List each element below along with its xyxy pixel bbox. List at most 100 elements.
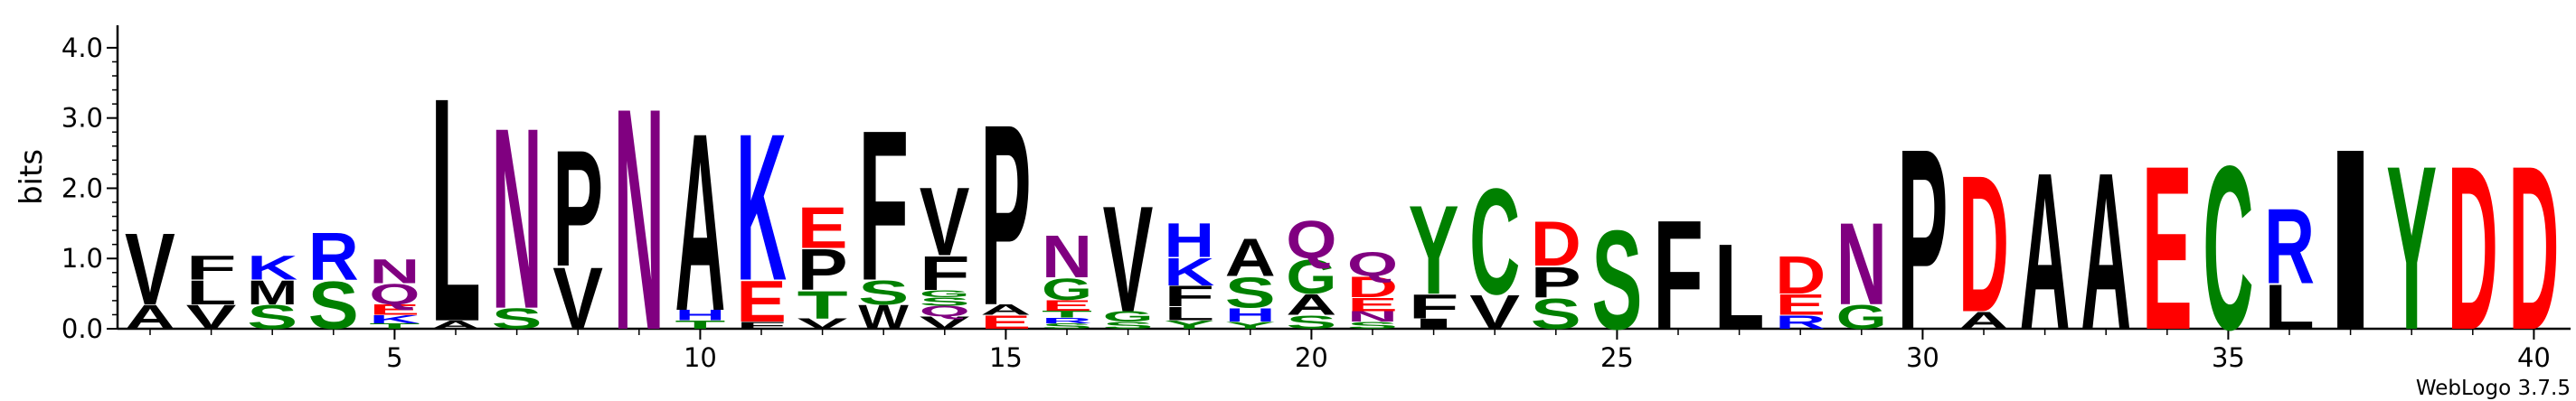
logo-letter-t: T	[797, 284, 848, 327]
logo-letter-a: A	[430, 318, 481, 331]
y-tick-label: 0.0	[61, 313, 103, 344]
logo-letter-e: E	[980, 312, 1031, 333]
logo-letter-n: N	[369, 252, 420, 290]
logo-letter-v: V	[125, 212, 175, 326]
logo-letter-e: E	[2142, 117, 2193, 378]
logo-letter-k: K	[736, 89, 787, 324]
logo-letter-h: H	[1225, 304, 1276, 326]
logo-letter-s: S	[1225, 268, 1276, 318]
logo-letter-l: L	[1164, 303, 1214, 325]
x-tick-label: 10	[684, 342, 717, 373]
logo-letter-a: A	[675, 79, 725, 364]
logo-letter-h: H	[675, 307, 725, 323]
logo-letter-s: S	[1347, 320, 1398, 331]
logo-letter-r: R	[1042, 316, 1092, 325]
logo-letter-m: M	[247, 274, 297, 312]
logo-letter-g: G	[920, 288, 970, 299]
logo-letter-r: R	[308, 219, 359, 294]
logo-letter-r: R	[1775, 312, 1826, 333]
logo-letter-q: Q	[1347, 246, 1398, 284]
logo-letter-d: D	[1531, 208, 1581, 279]
logo-letter-a: A	[2020, 126, 2071, 378]
x-tick-label: 15	[989, 342, 1023, 373]
logo-letter-t: T	[369, 322, 420, 331]
x-tick-label: 5	[386, 342, 402, 373]
logo-letter-f: F	[1653, 189, 1703, 362]
logo-letter-s: S	[1591, 200, 1642, 359]
logo-letter-i: I	[2326, 96, 2376, 384]
y-tick-label: 2.0	[61, 173, 103, 203]
logo-letter-s: S	[920, 295, 970, 308]
logo-letter-p: P	[1897, 95, 1948, 384]
logo-letter-s: S	[1531, 289, 1581, 339]
logo-letter-a: A	[2081, 126, 2131, 378]
logo-letter-f: F	[186, 249, 237, 287]
logo-letter-v: V	[1103, 175, 1154, 344]
logo-letter-e: E	[1042, 297, 1092, 313]
logo-letter-y: Y	[1409, 179, 1459, 322]
logo-letter-s: S	[492, 303, 543, 335]
logo-letter-a: A	[125, 298, 175, 336]
logo-letter-a: A	[980, 302, 1031, 318]
logo-letter-f: F	[920, 246, 970, 300]
logo-letter-l: L	[2264, 272, 2315, 342]
logo-letter-e: E	[797, 195, 848, 261]
logo-letter-t: T	[1042, 309, 1092, 320]
x-tick-label: 20	[1295, 342, 1328, 373]
logo-letter-e: E	[1775, 288, 1826, 321]
logo-letter-v: V	[552, 250, 603, 348]
logo-letter-f: F	[1409, 287, 1459, 325]
logo-letter-e: E	[369, 302, 420, 318]
logo-letter-d: D	[1775, 245, 1826, 305]
y-tick-label: 4.0	[61, 33, 103, 63]
logo-letter-p: P	[1531, 257, 1581, 307]
logo-letter-n: N	[1836, 198, 1887, 330]
logo-letter-q: Q	[1286, 210, 1336, 270]
x-tick-label: 25	[1600, 342, 1634, 373]
logo-letter-s: S	[1042, 322, 1092, 331]
logo-letter-k: K	[247, 248, 297, 286]
logo-letter-n: N	[1347, 308, 1398, 324]
logo-letter-n: N	[1042, 223, 1092, 291]
logo-letter-r: R	[2264, 187, 2315, 307]
x-tick-label: 30	[1906, 342, 1939, 373]
logo-letter-q: Q	[369, 277, 420, 311]
logo-letter-l: L	[430, 31, 481, 388]
logo-letter-k: K	[1164, 250, 1214, 294]
logo-letter-d: D	[1347, 271, 1398, 304]
logo-letter-t: T	[675, 318, 725, 331]
logo-letter-l: L	[1714, 219, 1765, 355]
logo-letter-f: F	[858, 87, 909, 326]
logo-letter-v: V	[186, 298, 237, 337]
y-axis-title: bits	[14, 149, 50, 205]
logo-letter-f: F	[1164, 280, 1214, 312]
logo-letter-i: I	[1409, 315, 1459, 331]
logo-letter-v: V	[1469, 284, 1520, 340]
logo-letter-v: V	[920, 312, 970, 332]
credit-label: WebLogo 3.7.5	[2416, 377, 2571, 400]
logo-letter-n: N	[492, 75, 543, 363]
logo-letter-g: G	[1836, 298, 1887, 336]
logo-letter-y: Y	[1164, 318, 1214, 331]
logo-letter-g: G	[1042, 272, 1092, 307]
logo-letter-d: D	[2448, 117, 2498, 379]
x-tick-label: 40	[2517, 342, 2551, 373]
logo-letter-g: G	[1103, 309, 1154, 325]
logo-letter-a: A	[1958, 307, 2009, 334]
logo-letter-c: C	[1469, 157, 1520, 326]
logo-letter-p: P	[552, 117, 603, 302]
y-axis-ticks: 0.0 1.0 2.0 3.0 4.0	[61, 33, 118, 344]
logo-letter-d: D	[1958, 135, 2009, 353]
logo-letter-p: P	[797, 237, 848, 303]
logo-letter-v: V	[797, 315, 848, 331]
logo-letter-e: E	[1347, 294, 1398, 315]
logo-letter-y: Y	[1225, 320, 1276, 331]
logo-letter-q: Q	[920, 303, 970, 320]
logo-letter-v: V	[920, 168, 970, 276]
logo-letter-a: A	[1286, 288, 1336, 322]
logo-letter-h: H	[1164, 214, 1214, 268]
logo-letter-s: S	[1103, 320, 1154, 331]
logo-letter-l: L	[186, 274, 237, 312]
